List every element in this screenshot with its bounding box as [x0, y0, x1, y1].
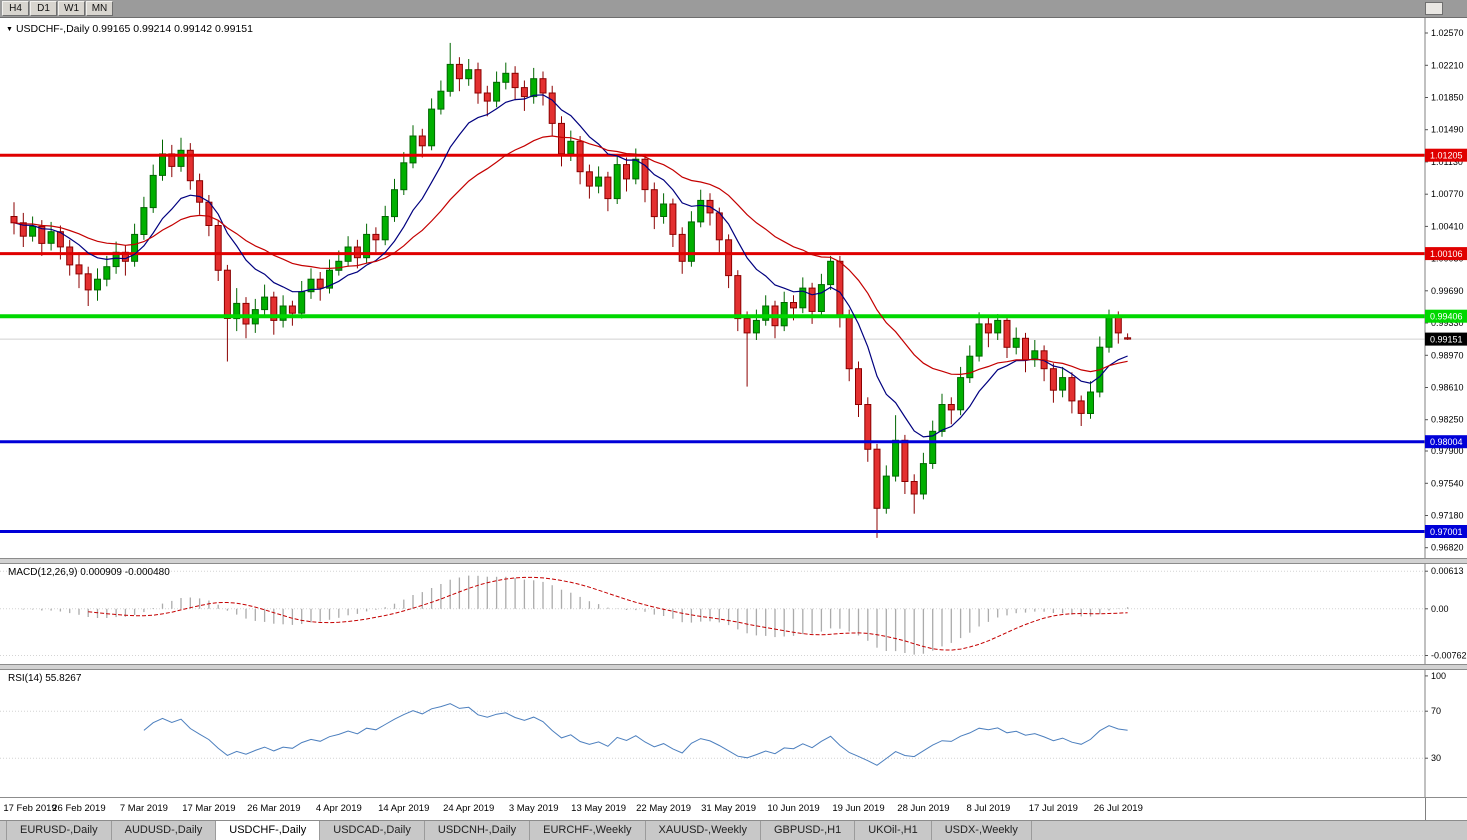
- price-tag: [1425, 148, 1467, 162]
- x-axis-label: 7 Mar 2019: [119, 803, 168, 814]
- price-tag: [1425, 435, 1467, 449]
- x-axis-label: 3 May 2019: [508, 803, 559, 814]
- price-tag-text: 0.99406: [1430, 312, 1463, 322]
- x-axis-label: 31 May 2019: [701, 803, 757, 814]
- price-tag-text: 1.00106: [1430, 249, 1463, 259]
- macd-label: MACD(12,26,9) 0.000909 -0.000480: [8, 567, 170, 578]
- x-axis-label: 14 Apr 2019: [378, 803, 430, 814]
- chart-symbol: USDCHF-,Daily: [15, 23, 90, 35]
- price-chart-panel[interactable]: 1.02570 1.02210 1.01850 1.01490 1.01130 1.007…: [0, 18, 1467, 558]
- x-axis-label: 4 Apr 2019: [315, 803, 362, 814]
- x-axis-label: 22 May 2019: [636, 803, 692, 814]
- y-axis-tick: 0.97900: [1431, 446, 1464, 456]
- ma-fast-line: [13, 94, 1128, 438]
- y-axis-tick: 1.02210: [1431, 60, 1464, 70]
- y-axis-tick: 1.02570: [1431, 28, 1464, 38]
- y-axis-tick: 0.98250: [1431, 415, 1464, 425]
- macd-signal-line: [88, 576, 1128, 651]
- tab-audusd-daily[interactable]: AUDUSD-,Daily: [111, 821, 217, 840]
- y-axis-tick: 1.01850: [1431, 93, 1464, 103]
- y-axis-tick: 0.99690: [1431, 286, 1464, 296]
- price-tag-text: 1.01205: [1430, 151, 1463, 161]
- x-axis-label: 26 Feb 2019: [52, 803, 106, 814]
- time-axis[interactable]: 17 Feb 2019 26 Feb 2019 7 Mar 2019 17 Mar 2…: [0, 797, 1467, 820]
- tf-button-w1[interactable]: W1: [58, 1, 85, 16]
- x-axis-label: 26 Mar 2019: [247, 803, 301, 814]
- axis-divider: [1425, 798, 1426, 820]
- chart-tabs-bar: EURUSD-,Daily AUDUSD-,Daily USDCHF-,Daily U…: [0, 820, 1467, 840]
- y-axis-tick: 1.00770: [1431, 189, 1464, 199]
- tab-gbpusd-h1[interactable]: GBPUSD-,H1: [760, 821, 856, 840]
- timeframe-toolbar: H4 D1 W1 MN: [0, 0, 1467, 18]
- ma-slow-line: [13, 135, 1128, 376]
- tab-eurchf-weekly[interactable]: EURCHF-,Weekly: [530, 821, 646, 840]
- macd-panel[interactable]: 0.00613 0.00 -0.00762: [0, 564, 1467, 664]
- y-axis-tick: 0.98610: [1431, 383, 1464, 393]
- price-axis[interactable]: [1425, 18, 1467, 558]
- x-axis-label: 28 Jun 2019: [897, 803, 950, 814]
- y-axis-tick: 1.00410: [1431, 221, 1464, 231]
- x-axis-label: 24 Apr 2019: [443, 803, 495, 814]
- tab-usdchf-daily[interactable]: USDCHF-,Daily: [216, 821, 321, 840]
- chart-menu-icon[interactable]: ▼: [6, 26, 13, 33]
- macd-axis-tick: -0.00762: [1431, 651, 1467, 661]
- rsi-label: RSI(14) 55.8267: [8, 673, 82, 684]
- toolbar-right-button[interactable]: [1425, 2, 1443, 15]
- chart-ohlc-values: 0.99165 0.99214 0.99142 0.99151: [92, 23, 253, 35]
- y-axis-tick: 1.01130: [1431, 157, 1463, 167]
- tab-usdx-weekly[interactable]: USDX-,Weekly: [931, 821, 1032, 840]
- rsi-axis-tick: 70: [1431, 706, 1441, 716]
- macd-axis[interactable]: [1425, 564, 1467, 664]
- y-axis-tick: 0.97540: [1431, 478, 1464, 488]
- panel-separator[interactable]: [0, 664, 1467, 670]
- tf-button-h4[interactable]: H4: [2, 1, 29, 16]
- timeframe-buttons: H4 D1 W1 MN: [2, 0, 114, 17]
- rsi-axis-tick: 30: [1431, 753, 1441, 763]
- tab-xauusd-weekly[interactable]: XAUUSD-,Weekly: [645, 821, 761, 840]
- x-axis-label: 13 May 2019: [571, 803, 627, 814]
- price-tag: [1425, 309, 1467, 323]
- x-axis-label: 19 Jun 2019: [832, 803, 885, 814]
- rsi-axis-tick: 100: [1431, 671, 1446, 681]
- price-tag: [1425, 332, 1467, 346]
- x-axis-label: 17 Feb 2019: [3, 803, 57, 814]
- y-axis-tick: 0.98970: [1431, 350, 1464, 360]
- tf-button-d1[interactable]: D1: [30, 1, 57, 16]
- y-axis-tick: 0.99330: [1431, 318, 1464, 328]
- rsi-panel[interactable]: 100 70 30: [0, 670, 1467, 797]
- x-axis-label: 10 Jun 2019: [767, 803, 820, 814]
- chart-title: ▼ USDCHF-,Daily 0.99165 0.99214 0.99142 0…: [6, 23, 253, 35]
- tab-eurusd-daily[interactable]: EURUSD-,Daily: [6, 821, 112, 840]
- price-tag: [1425, 247, 1467, 261]
- x-axis-label: 26 Jul 2019: [1093, 803, 1143, 814]
- tf-button-mn[interactable]: MN: [86, 1, 113, 16]
- price-tag: [1425, 525, 1467, 538]
- y-axis-tick: 0.96820: [1431, 543, 1464, 553]
- x-axis-label: 17 Mar 2019: [182, 803, 236, 814]
- macd-axis-tick: 0.00: [1431, 604, 1449, 614]
- rsi-line: [143, 703, 1128, 766]
- x-axis-label: 17 Jul 2019: [1028, 803, 1078, 814]
- y-axis-tick: 1.01490: [1431, 125, 1464, 135]
- price-tag-text: 0.99151: [1430, 335, 1463, 345]
- tab-usdcnh-daily[interactable]: USDCNH-,Daily: [424, 821, 531, 840]
- candles: [10, 42, 1132, 538]
- tab-usdcad-daily[interactable]: USDCAD-,Daily: [320, 821, 425, 840]
- x-axis-label: 8 Jul 2019: [966, 803, 1011, 814]
- price-tag-text: 0.97001: [1430, 527, 1463, 537]
- tab-ukoil-h1[interactable]: UKOil-,H1: [855, 821, 932, 840]
- macd-histogram: [22, 575, 1129, 655]
- macd-axis-tick: 0.00613: [1431, 566, 1464, 576]
- rsi-axis[interactable]: [1425, 670, 1467, 797]
- panel-separator[interactable]: [0, 558, 1467, 564]
- price-tag-text: 0.98004: [1430, 437, 1463, 447]
- y-axis-tick: 0.97180: [1431, 511, 1464, 521]
